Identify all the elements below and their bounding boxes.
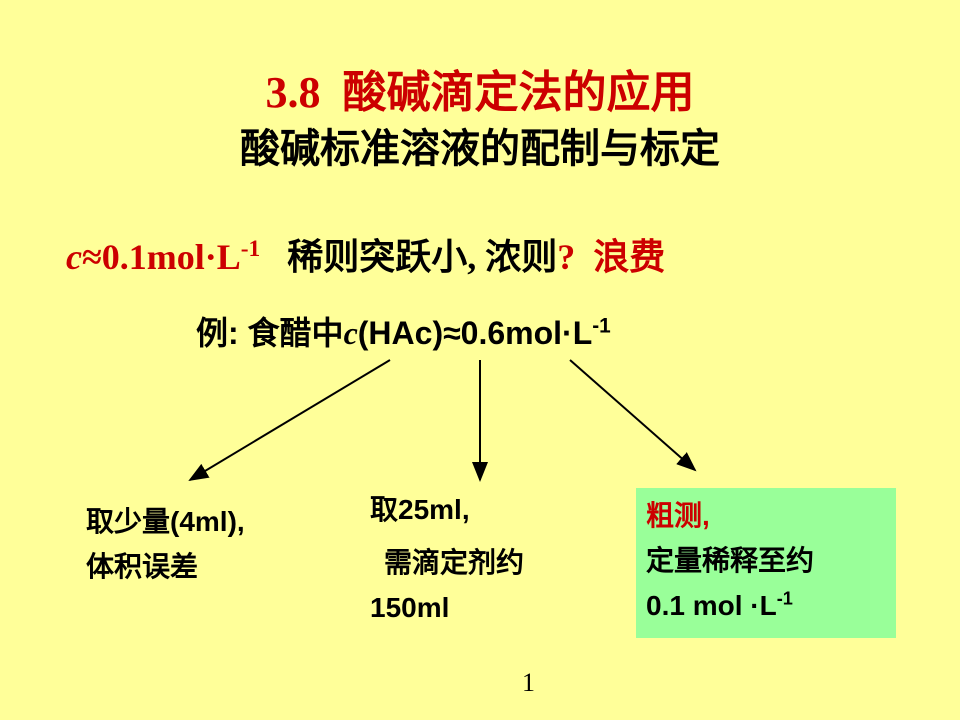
- conc-note-black: 稀则突跃小, 浓则: [287, 237, 557, 277]
- box3-line2: 定量稀释至约 0.1 mol ·L-1: [646, 539, 886, 629]
- slide: 3.8 酸碱滴定法的应用 酸碱标准溶液的配制与标定 c≈0.1mol·L-1 稀…: [0, 0, 960, 720]
- example-formula: (HAc)≈0.6mol·L: [358, 315, 592, 351]
- box2-line2: 需滴定剂约150ml: [370, 541, 600, 631]
- title-sub: 酸碱标准溶液的配制与标定: [0, 116, 960, 174]
- box1-line2: 体积误差: [86, 545, 296, 590]
- box3-exp: -1: [777, 588, 793, 608]
- example-prefix: 例: 食醋中: [196, 315, 344, 351]
- arrow-right: [570, 360, 695, 470]
- box2-line1: 取25ml,: [370, 488, 600, 533]
- option-box-1: 取少量(4ml), 体积误差: [86, 500, 296, 590]
- title-main: 3.8 酸碱滴定法的应用: [0, 56, 960, 120]
- conc-note-red: 浪费: [593, 237, 665, 277]
- box1-line1: 取少量(4ml),: [86, 500, 296, 545]
- example-line: 例: 食醋中c(HAc)≈0.6mol·L-1: [196, 308, 611, 354]
- arrow-left: [190, 360, 390, 480]
- option-box-3: 粗测, 定量稀释至约 0.1 mol ·L-1: [636, 488, 896, 638]
- box3-text-b: 0.1 mol ·L: [646, 590, 777, 621]
- conc-var: c: [66, 237, 82, 277]
- section-number: 3.8: [266, 68, 321, 117]
- conc-value: ≈0.1mol·L: [82, 237, 241, 277]
- example-exp: -1: [592, 314, 611, 337]
- example-var: c: [344, 315, 358, 351]
- page-number: 1: [522, 668, 535, 698]
- title-text: 酸碱滴定法的应用: [343, 68, 695, 117]
- conc-qmark: ?: [557, 237, 575, 277]
- option-box-2: 取25ml, 需滴定剂约150ml: [370, 488, 600, 630]
- conc-exp: -1: [241, 236, 261, 262]
- box3-text-a: 定量稀释至约: [646, 545, 814, 576]
- arrows-diagram: [0, 350, 960, 510]
- concentration-line: c≈0.1mol·L-1 稀则突跃小, 浓则? 浪费: [66, 228, 665, 280]
- box3-line1: 粗测,: [646, 494, 886, 539]
